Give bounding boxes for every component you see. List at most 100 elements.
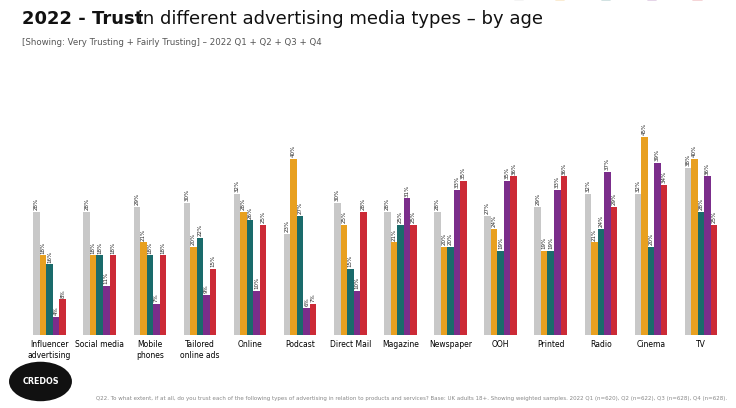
Text: 15%: 15% bbox=[210, 255, 216, 267]
Text: 8%: 8% bbox=[60, 289, 66, 298]
Bar bbox=[140, 242, 146, 335]
Text: 15%: 15% bbox=[348, 255, 353, 267]
Bar bbox=[197, 238, 203, 335]
Text: 9%: 9% bbox=[204, 285, 209, 293]
Text: 25%: 25% bbox=[342, 211, 347, 223]
Bar bbox=[203, 295, 210, 335]
Text: 35%: 35% bbox=[461, 167, 466, 179]
Text: 32%: 32% bbox=[235, 180, 239, 192]
Text: 32%: 32% bbox=[635, 180, 640, 192]
Bar bbox=[53, 317, 60, 335]
Bar bbox=[641, 137, 648, 335]
Bar bbox=[341, 225, 347, 335]
Text: 40%: 40% bbox=[692, 145, 697, 157]
Text: in different advertising media types – by age: in different advertising media types – b… bbox=[132, 10, 542, 28]
Text: 22%: 22% bbox=[197, 224, 202, 236]
Bar bbox=[83, 211, 90, 335]
Bar bbox=[110, 255, 116, 335]
Bar bbox=[253, 290, 260, 335]
Text: 28%: 28% bbox=[361, 197, 366, 210]
Bar bbox=[403, 198, 410, 335]
Text: 16%: 16% bbox=[47, 251, 52, 262]
Text: 24%: 24% bbox=[598, 215, 604, 227]
Bar bbox=[347, 268, 353, 335]
Text: 7%: 7% bbox=[154, 293, 159, 302]
Bar bbox=[598, 229, 604, 335]
Text: 38%: 38% bbox=[685, 154, 690, 166]
Ellipse shape bbox=[9, 362, 72, 401]
Text: 18%: 18% bbox=[40, 242, 46, 254]
Bar bbox=[133, 207, 140, 335]
Legend: Total, 18-34, 35-54, 55-74, 75+: Total, 18-34, 35-54, 55-74, 75+ bbox=[514, 0, 724, 1]
Bar bbox=[684, 168, 691, 335]
Text: 19%: 19% bbox=[542, 237, 547, 249]
Bar bbox=[691, 159, 698, 335]
Text: 25%: 25% bbox=[712, 211, 717, 223]
Text: 28%: 28% bbox=[34, 197, 39, 210]
Bar bbox=[611, 207, 618, 335]
Bar bbox=[534, 207, 541, 335]
Text: 18%: 18% bbox=[110, 242, 116, 254]
Text: 30%: 30% bbox=[185, 189, 189, 201]
Text: 33%: 33% bbox=[455, 176, 459, 188]
Bar bbox=[184, 203, 190, 335]
Text: 21%: 21% bbox=[592, 228, 597, 241]
Bar bbox=[46, 264, 53, 335]
Bar bbox=[310, 304, 316, 335]
Bar bbox=[291, 159, 297, 335]
Text: 4%: 4% bbox=[54, 306, 59, 315]
Text: 21%: 21% bbox=[392, 228, 397, 241]
Bar bbox=[40, 255, 46, 335]
Bar bbox=[260, 225, 266, 335]
Bar bbox=[334, 203, 341, 335]
Bar bbox=[584, 194, 591, 335]
Text: 11%: 11% bbox=[104, 273, 109, 284]
Bar bbox=[661, 185, 668, 335]
Text: 29%: 29% bbox=[135, 193, 139, 205]
Bar bbox=[303, 308, 310, 335]
Bar bbox=[498, 251, 504, 335]
Bar bbox=[234, 194, 241, 335]
Bar bbox=[548, 251, 554, 335]
Bar bbox=[146, 255, 153, 335]
Bar bbox=[698, 211, 704, 335]
Bar bbox=[190, 247, 197, 335]
Bar bbox=[454, 190, 460, 335]
Text: 28%: 28% bbox=[84, 197, 89, 210]
Bar bbox=[60, 299, 66, 335]
Bar bbox=[460, 181, 467, 335]
Text: [Showing: Very Trusting + Fairly Trusting] – 2022 Q1 + Q2 + Q3 + Q4: [Showing: Very Trusting + Fairly Trustin… bbox=[22, 38, 322, 47]
Bar bbox=[510, 176, 517, 335]
Text: 27%: 27% bbox=[297, 202, 302, 214]
Text: 40%: 40% bbox=[291, 145, 296, 157]
Bar bbox=[447, 247, 454, 335]
Bar bbox=[210, 268, 216, 335]
Text: 32%: 32% bbox=[585, 180, 590, 192]
Bar bbox=[397, 225, 403, 335]
Bar bbox=[160, 255, 166, 335]
Bar bbox=[103, 286, 110, 335]
Text: 25%: 25% bbox=[398, 211, 403, 223]
Text: 21%: 21% bbox=[141, 228, 146, 241]
Bar bbox=[241, 211, 247, 335]
Text: 37%: 37% bbox=[605, 158, 610, 170]
Text: 36%: 36% bbox=[705, 162, 710, 175]
Text: Q22. To what extent, if at all, do you trust each of the following types of adve: Q22. To what extent, if at all, do you t… bbox=[96, 396, 727, 401]
Text: 34%: 34% bbox=[662, 171, 667, 184]
Bar bbox=[554, 190, 561, 335]
Text: 36%: 36% bbox=[512, 162, 516, 175]
Text: 20%: 20% bbox=[448, 233, 453, 245]
Text: 20%: 20% bbox=[191, 233, 196, 245]
Bar bbox=[247, 220, 253, 335]
Text: 6%: 6% bbox=[304, 298, 309, 306]
Bar bbox=[153, 304, 160, 335]
Bar bbox=[654, 163, 661, 335]
Bar bbox=[591, 242, 598, 335]
Text: 28%: 28% bbox=[241, 197, 246, 210]
Bar bbox=[410, 225, 417, 335]
Text: 10%: 10% bbox=[254, 277, 259, 289]
Bar bbox=[360, 211, 367, 335]
Bar bbox=[90, 255, 96, 335]
Text: 10%: 10% bbox=[354, 277, 359, 289]
Text: 28%: 28% bbox=[385, 197, 390, 210]
